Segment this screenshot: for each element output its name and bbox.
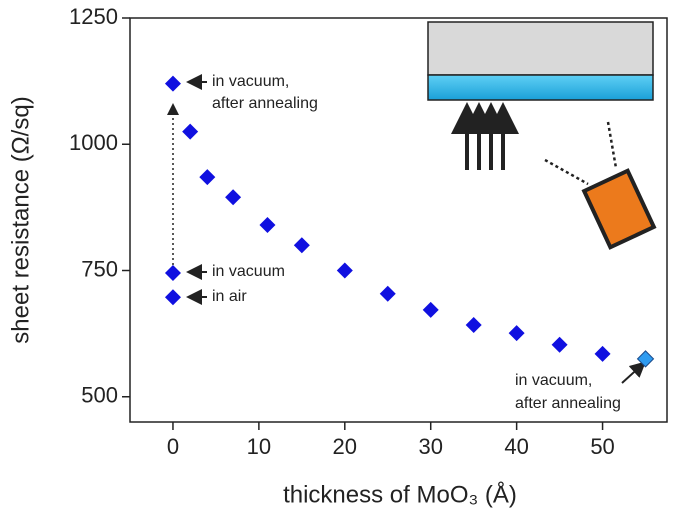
- y-tick-label: 750: [81, 256, 118, 281]
- y-tick-label: 1000: [69, 130, 118, 155]
- x-tick-label: 50: [590, 434, 614, 459]
- data-point: [422, 301, 439, 318]
- annotation: after annealing: [212, 95, 318, 112]
- x-tick-label: 30: [418, 434, 442, 459]
- data-point: [293, 237, 310, 254]
- data-point: [225, 189, 242, 206]
- x-tick-label: 10: [247, 434, 271, 459]
- data-point: [182, 123, 199, 140]
- data-point: [551, 336, 568, 353]
- x-tick-label: 40: [504, 434, 528, 459]
- data-point: [164, 75, 181, 92]
- annotation-arrows: [167, 74, 646, 384]
- annotation: in vacuum,: [212, 73, 289, 90]
- y-axis-label: sheet resistance (Ω/sq): [7, 96, 34, 343]
- annotation: after annealing: [515, 395, 621, 412]
- x-tick-label: 0: [167, 434, 179, 459]
- data-point: [199, 169, 216, 186]
- annotation: in vacuum,: [515, 372, 592, 389]
- data-point: [164, 265, 181, 282]
- y-tick-label: 500: [81, 383, 118, 408]
- data-point: [465, 317, 482, 334]
- data-point: [594, 345, 611, 362]
- annotation: in vacuum: [212, 263, 285, 280]
- data-point: [336, 262, 353, 279]
- y-tick-label: 1250: [69, 4, 118, 29]
- data-point: [636, 350, 655, 368]
- x-axis-label: thickness of MoO₃ (Å): [283, 480, 517, 508]
- data-point: [164, 289, 181, 306]
- x-tick-label: 20: [333, 434, 357, 459]
- plot-frame: [129, 17, 668, 423]
- data-point: [379, 285, 396, 302]
- annotation: in air: [212, 288, 247, 305]
- data-point: [259, 217, 276, 234]
- data-point: [508, 325, 525, 342]
- inset-diagram: [427, 21, 657, 250]
